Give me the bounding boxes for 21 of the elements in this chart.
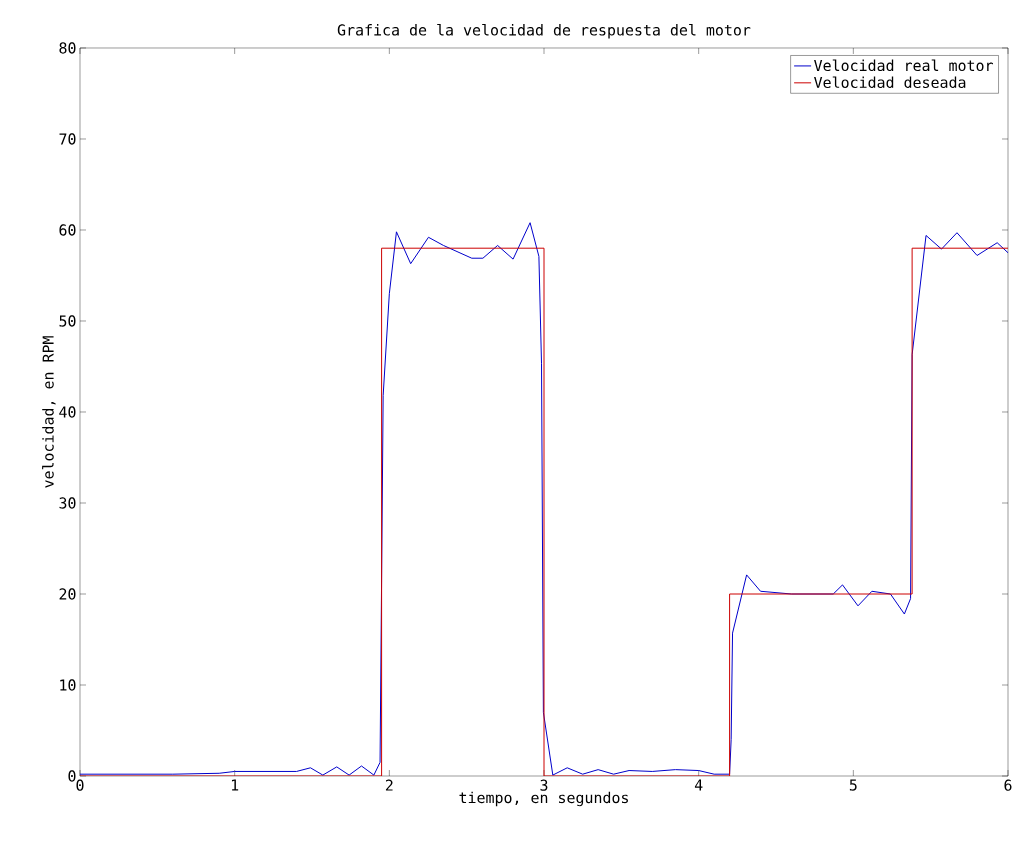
x-axis-title: tiempo, en segundos [459,791,628,807]
y-tick-label: 20 [59,588,76,600]
legend-label: Velocidad deseada [814,76,966,89]
y-tick-label: 10 [60,679,76,691]
chart-title: Grafica de la velocidad de respuesta del motor [337,23,751,39]
y-tick-label: 60 [59,224,76,236]
x-tick-label: 4 [694,779,703,791]
y-tick-label: 80 [59,42,76,54]
x-tick-label: 3 [540,779,548,791]
x-tick-label: 5 [849,779,857,791]
y-tick-label: 0 [68,770,76,782]
x-tick-label: 2 [385,779,393,791]
y-axis-title: velocidad, en RPM [42,336,56,488]
x-tick-label: 0 [76,779,84,791]
y-tick-label: 50 [59,315,76,327]
x-tick-label: 6 [1004,779,1012,791]
legend-label: Velocidad real motor [814,59,993,72]
y-tick-label: 70 [59,133,76,145]
x-tick-label: 1 [231,779,239,791]
y-tick-label: 40 [59,406,76,418]
y-tick-label: 30 [59,497,76,509]
